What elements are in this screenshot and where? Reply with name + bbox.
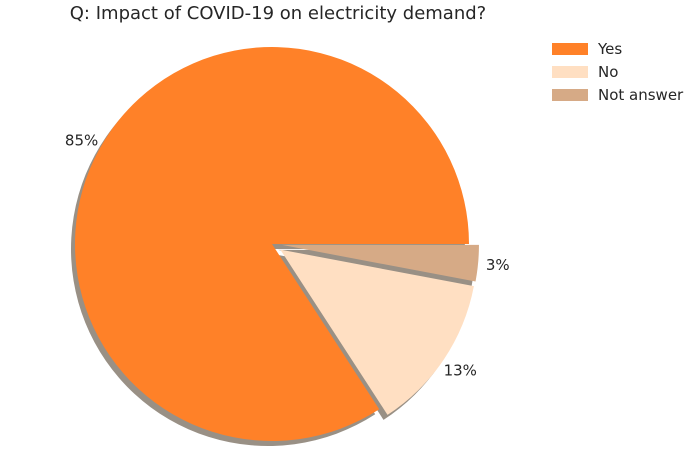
slice-label-no: 13% [444, 361, 477, 379]
chart-title: Q: Impact of COVID-19 on electricity dem… [69, 3, 487, 24]
pie-slice-no [280, 249, 474, 415]
legend-label: Not answer [598, 85, 684, 104]
legend-swatch [552, 65, 588, 78]
pie-slice-not-answer [281, 244, 479, 282]
legend-item-yes: Yes [552, 37, 683, 60]
legend: Yes No Not answer [552, 37, 683, 106]
pie-slice-yes [74, 47, 469, 442]
legend-swatch [552, 88, 588, 101]
legend-label: No [598, 62, 619, 81]
percentage-labels: 85% 13% 3% [65, 132, 510, 380]
legend-swatch [552, 42, 588, 55]
slice-label-not-answer: 3% [486, 256, 510, 274]
legend-item-not-answer: Not answer [552, 83, 683, 106]
slice-label-yes: 85% [65, 132, 98, 150]
legend-label: Yes [598, 39, 623, 58]
legend-item-no: No [552, 60, 683, 83]
pie-slices [74, 47, 479, 442]
